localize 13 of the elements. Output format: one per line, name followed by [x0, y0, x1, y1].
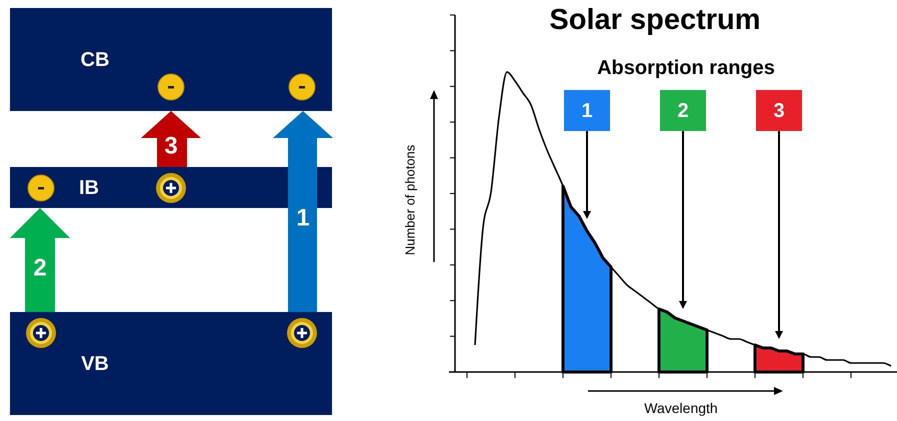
text: VB [81, 353, 109, 375]
text: CB [80, 49, 110, 71]
chart-title: Solar spectrum [549, 4, 761, 36]
x-axis-title: Wavelength [644, 400, 718, 416]
text: 2 [33, 254, 47, 282]
text: 1 [296, 204, 310, 232]
text: 3 [164, 132, 178, 160]
text: 2 [677, 100, 689, 122]
text: 1 [581, 100, 593, 122]
y-axis-title: Number of photons [402, 144, 418, 256]
text: IB [79, 177, 99, 199]
annotation: Absorption ranges [597, 57, 775, 79]
text: 3 [773, 100, 785, 122]
